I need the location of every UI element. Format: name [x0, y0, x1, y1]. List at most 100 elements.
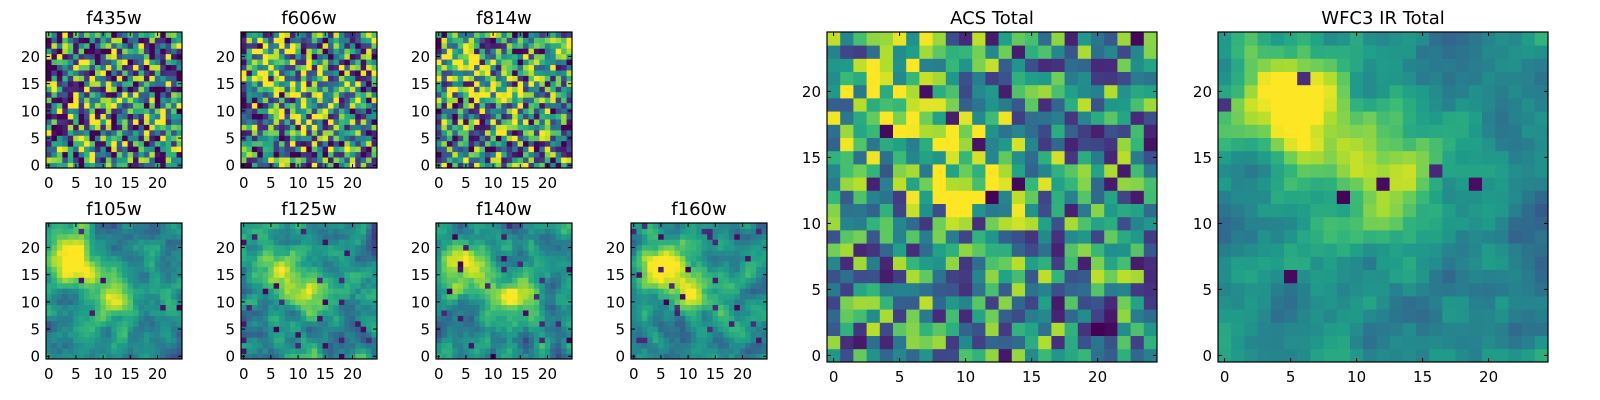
- heatmap-cell: [84, 135, 90, 142]
- heatmap-cell: [105, 342, 112, 349]
- heatmap-cell: [523, 239, 529, 246]
- y-tick-label: 0: [30, 348, 40, 366]
- heatmap-cell: [457, 70, 464, 76]
- heatmap-cell: [544, 119, 551, 125]
- heatmap-cell: [317, 282, 323, 289]
- heatmap-cell: [116, 348, 123, 354]
- heatmap-cell: [506, 277, 513, 284]
- heatmap-cell: [122, 124, 128, 131]
- heatmap-cell: [441, 288, 448, 295]
- heatmap-cell: [544, 75, 551, 82]
- heatmap-cell: [457, 37, 464, 44]
- heatmap-cell: [750, 315, 757, 322]
- heatmap-cell: [62, 304, 69, 311]
- heatmap-cell: [333, 59, 340, 66]
- heatmap-cell: [544, 135, 551, 142]
- heatmap-cell: [457, 282, 464, 289]
- heatmap-cell: [111, 348, 118, 354]
- heatmap-cell: [452, 135, 459, 142]
- heatmap-cell: [479, 223, 486, 229]
- heatmap-cell: [78, 342, 85, 349]
- heatmap-cell: [127, 108, 134, 114]
- heatmap-cell: [338, 75, 345, 82]
- heatmap-cell: [127, 277, 134, 284]
- heatmap-cell: [143, 37, 150, 44]
- heatmap-cell: [284, 228, 291, 235]
- heatmap-cell: [246, 108, 253, 114]
- heatmap-cell: [333, 326, 340, 333]
- heatmap-cell: [246, 282, 253, 289]
- heatmap-cell: [495, 304, 502, 311]
- heatmap-cell: [696, 271, 703, 278]
- heatmap-cell: [366, 266, 372, 273]
- heatmap-cell: [718, 348, 724, 354]
- heatmap-cell: [149, 80, 156, 87]
- heatmap-cell: [257, 80, 264, 87]
- y-tick-label: 5: [615, 320, 625, 338]
- heatmap-cell: [138, 59, 145, 66]
- heatmap-cell: [111, 266, 118, 273]
- heatmap-cell: [328, 239, 334, 246]
- heatmap-cell: [452, 331, 459, 338]
- heatmap-cell: [906, 282, 920, 297]
- heatmap-cell: [246, 91, 253, 98]
- heatmap-cell: [100, 97, 107, 104]
- heatmap-cell: [165, 233, 172, 240]
- heatmap-cell: [501, 97, 508, 104]
- heatmap-cell: [311, 80, 318, 87]
- heatmap-cell: [149, 288, 156, 295]
- heatmap-cell: [533, 315, 540, 322]
- heatmap-cell: [1091, 164, 1105, 178]
- heatmap-cell: [105, 80, 112, 87]
- heatmap-cell: [317, 293, 323, 300]
- heatmap-cell: [338, 86, 345, 93]
- heatmap-cell: [295, 146, 302, 153]
- heatmap-cell: [998, 309, 1013, 323]
- heatmap-cell: [317, 266, 323, 273]
- heatmap-cell: [311, 320, 318, 327]
- heatmap-cell: [945, 216, 960, 231]
- heatmap-cell: [932, 243, 947, 257]
- heatmap-cell: [322, 261, 329, 267]
- heatmap-cell: [436, 129, 442, 136]
- heatmap-cell: [1038, 203, 1052, 218]
- heatmap-cell: [122, 119, 128, 125]
- heatmap-cell: [138, 113, 145, 120]
- heatmap-cell: [105, 310, 112, 316]
- heatmap-cell: [652, 277, 659, 284]
- heatmap-cell: [739, 304, 746, 311]
- heatmap-cell: [317, 64, 323, 71]
- heatmap-cell: [893, 203, 907, 218]
- heatmap-cell: [56, 255, 63, 262]
- heatmap-cell: [1051, 335, 1065, 350]
- heatmap-cell: [338, 331, 345, 338]
- heatmap-cell: [122, 310, 128, 316]
- heatmap-cell: [289, 288, 296, 295]
- heatmap-cell: [474, 32, 480, 38]
- heatmap-cell: [62, 162, 69, 169]
- heatmap-cell: [479, 42, 486, 49]
- heatmap-cell: [328, 223, 334, 229]
- heatmap-cell: [550, 157, 557, 163]
- heatmap-cell: [663, 223, 670, 229]
- heatmap-cell: [67, 304, 74, 311]
- heatmap-cell: [555, 119, 562, 125]
- heatmap-cell: [355, 102, 362, 109]
- heatmap-cell: [436, 59, 442, 66]
- y-tick-label: 0: [30, 157, 40, 175]
- y-tick-label: 10: [606, 293, 625, 311]
- heatmap-cell: [317, 53, 323, 60]
- heatmap-cell: [143, 233, 150, 240]
- heatmap-cell: [631, 250, 637, 257]
- x-tick-label: 15: [511, 174, 530, 192]
- heatmap-cell: [84, 282, 90, 289]
- heatmap-cell: [663, 233, 670, 240]
- heatmap-cell: [495, 342, 502, 349]
- heatmap-cell: [116, 146, 123, 153]
- heatmap-cell: [750, 310, 757, 316]
- heatmap-cell: [311, 304, 318, 311]
- heatmap-cell: [246, 146, 253, 153]
- heatmap-cell: [512, 91, 518, 98]
- heatmap-cell: [300, 151, 307, 158]
- heatmap-cell: [295, 151, 302, 158]
